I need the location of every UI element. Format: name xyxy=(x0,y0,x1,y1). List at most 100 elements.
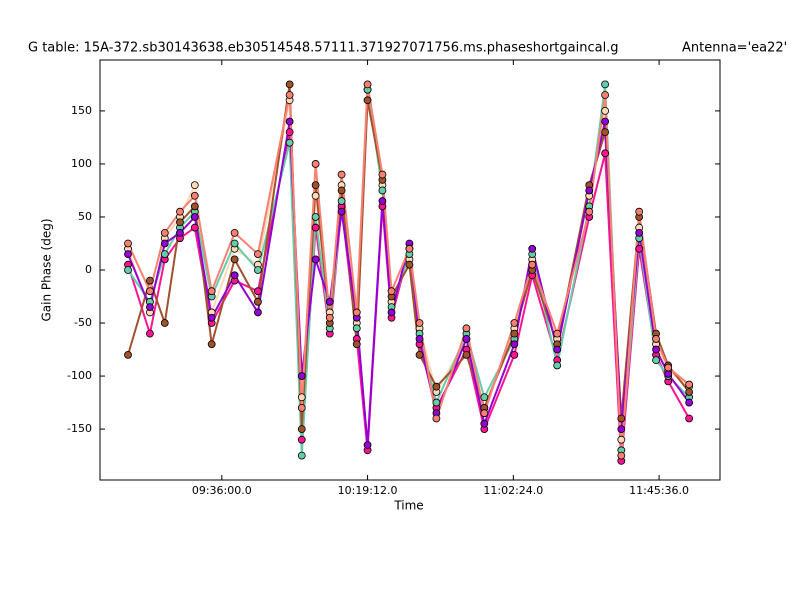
data-point xyxy=(160,239,169,248)
data-point xyxy=(311,213,320,221)
data-point xyxy=(230,255,239,264)
data-point xyxy=(254,266,262,274)
data-point xyxy=(337,197,346,205)
data-point xyxy=(601,80,610,89)
data-point xyxy=(617,435,626,444)
antenna-label: Antenna='ea22' xyxy=(682,41,787,56)
data-point xyxy=(207,340,216,349)
series-line xyxy=(127,84,690,456)
x-axis-label: Time xyxy=(393,499,423,513)
data-point xyxy=(685,398,694,407)
data-point xyxy=(190,191,199,200)
data-point xyxy=(415,350,424,359)
data-point xyxy=(363,80,372,89)
data-point xyxy=(601,107,610,115)
data-point xyxy=(601,149,610,158)
data-point xyxy=(601,117,610,126)
data-point xyxy=(601,91,610,99)
y-tick-label: 100 xyxy=(71,157,92,170)
data-point xyxy=(652,345,660,354)
data-point xyxy=(553,361,562,370)
data-point xyxy=(311,223,320,232)
data-point xyxy=(352,308,361,317)
data-point xyxy=(337,186,346,195)
data-point xyxy=(124,239,132,248)
data-point xyxy=(432,414,441,423)
data-point xyxy=(405,244,414,253)
data-point xyxy=(254,250,262,258)
data-point xyxy=(480,409,489,418)
data-point xyxy=(617,425,626,433)
data-point xyxy=(405,260,414,269)
data-point xyxy=(124,266,132,274)
x-tick-label: 11:02:24.0 xyxy=(483,484,543,497)
data-point xyxy=(190,223,199,232)
data-point xyxy=(297,451,306,460)
data-point xyxy=(146,287,154,296)
data-point xyxy=(285,138,294,147)
data-point xyxy=(160,250,169,258)
data-point xyxy=(510,350,519,359)
data-point xyxy=(363,441,372,449)
data-point xyxy=(480,419,489,428)
data-point xyxy=(387,308,396,317)
x-tick-label: 11:45:36.0 xyxy=(629,484,689,497)
data-point xyxy=(207,313,216,322)
data-point xyxy=(480,393,489,402)
data-point xyxy=(176,228,184,237)
data-point xyxy=(352,324,361,333)
data-point xyxy=(230,239,239,248)
data-point xyxy=(254,287,262,296)
data-point xyxy=(378,170,387,179)
data-point xyxy=(190,213,199,221)
data-point xyxy=(387,287,396,296)
data-point xyxy=(311,191,320,200)
data-point xyxy=(297,435,306,444)
data-point xyxy=(311,160,320,168)
data-point xyxy=(311,181,320,190)
x-tick-label: 09:36:00.0 xyxy=(192,484,252,497)
data-point xyxy=(337,207,346,216)
data-point xyxy=(146,329,154,338)
data-point xyxy=(635,228,644,237)
y-tick-label: 150 xyxy=(71,104,92,117)
data-point xyxy=(635,207,644,216)
data-point xyxy=(462,324,471,333)
data-point xyxy=(685,380,694,389)
y-tick-label: -50 xyxy=(74,316,92,329)
data-point xyxy=(617,414,626,423)
data-point xyxy=(652,356,660,365)
data-point xyxy=(230,271,239,280)
y-tick-label: 0 xyxy=(85,263,92,276)
data-point xyxy=(652,335,660,343)
data-point xyxy=(190,202,199,211)
data-point xyxy=(363,96,372,105)
x-tick-label: 10:19:12.0 xyxy=(338,484,398,497)
data-point xyxy=(378,197,387,205)
data-point xyxy=(510,340,519,349)
data-point xyxy=(285,91,294,99)
data-point xyxy=(432,398,441,407)
data-point xyxy=(176,207,184,216)
data-point xyxy=(146,276,154,285)
data-point xyxy=(146,303,154,312)
data-point xyxy=(528,260,537,269)
data-point xyxy=(254,308,262,317)
y-tick-label: -100 xyxy=(67,369,92,382)
data-point xyxy=(462,335,471,343)
data-point xyxy=(415,335,424,343)
data-point xyxy=(297,425,306,433)
data-point xyxy=(585,186,594,195)
data-point xyxy=(311,255,320,264)
data-point xyxy=(352,340,361,349)
data-point xyxy=(664,370,673,378)
data-point xyxy=(176,218,184,227)
data-point xyxy=(124,350,132,359)
data-point xyxy=(415,319,424,327)
data-point xyxy=(462,350,471,359)
data-point xyxy=(190,181,199,190)
data-point xyxy=(285,80,294,89)
